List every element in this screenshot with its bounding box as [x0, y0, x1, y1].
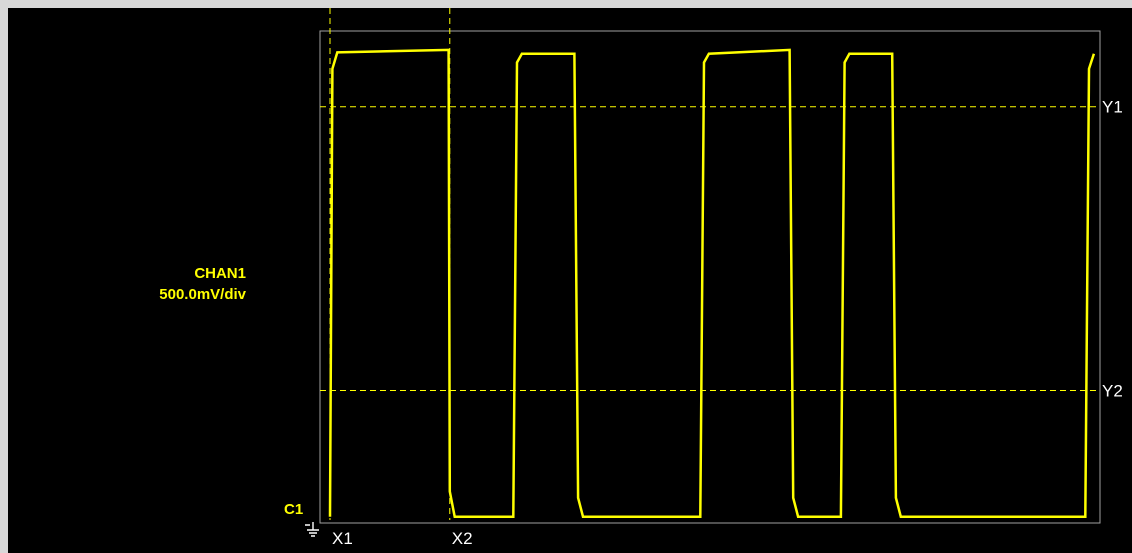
- scope-display: X1 X2 Y1 Y2 CHAN1 500.0mV/div C1: [8, 8, 1132, 553]
- channel-scale: 500.0mV/div: [159, 286, 246, 303]
- channel1-trace: [328, 48, 1096, 518]
- cursor-layer: [320, 8, 1100, 520]
- waveform-plot: X1 X2 Y1 Y2: [319, 8, 1123, 548]
- graticule-border: [319, 30, 1101, 524]
- channel-name: CHAN1: [194, 265, 246, 282]
- cursor-x2-label: X2: [452, 529, 473, 548]
- cursor-y2-label: Y2: [1102, 382, 1123, 401]
- ground-reference-icon: [305, 522, 319, 537]
- channel-ground-marker[interactable]: C1: [284, 501, 304, 518]
- cursor-x1-label: X1: [332, 529, 353, 548]
- cursor-y1-label: Y1: [1102, 98, 1123, 117]
- channel-info: CHAN1 500.0mV/div: [8, 263, 246, 305]
